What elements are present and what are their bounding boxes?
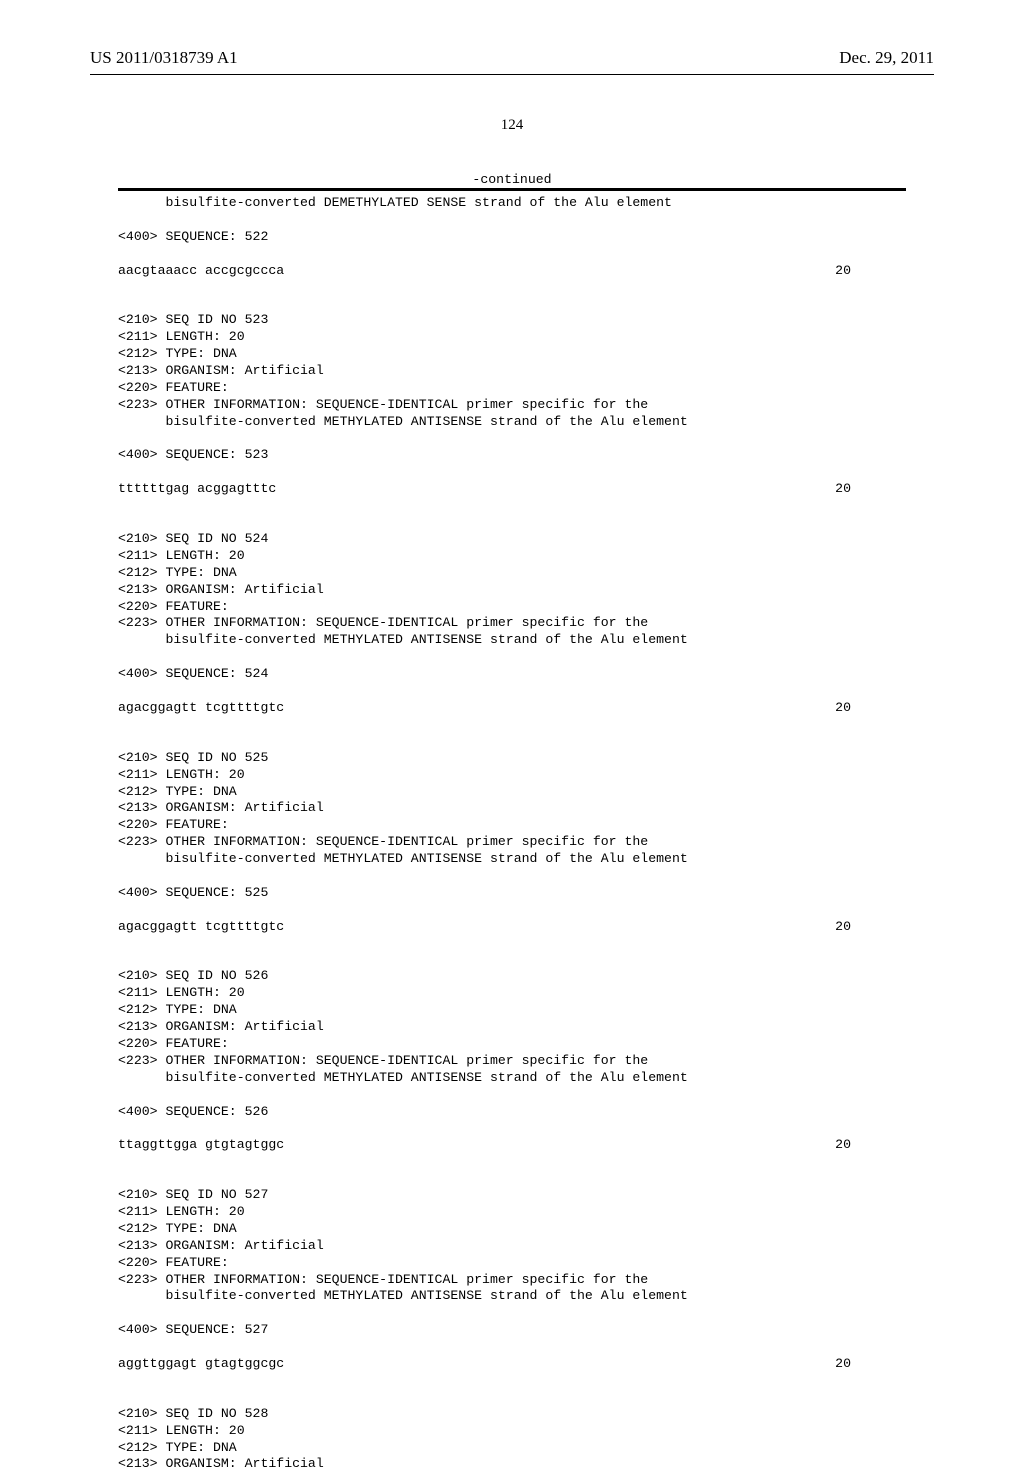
sequence-meta-line: bisulfite-converted DEMETHYLATED SENSE s…	[118, 195, 906, 212]
sequence-meta-line: <211> LENGTH: 20	[118, 548, 906, 565]
sequence-row: agacggagtt tcgttttgtc 20	[118, 919, 906, 936]
sequence-meta-line: <211> LENGTH: 20	[118, 329, 906, 346]
spacer	[118, 498, 906, 515]
sequence-length: 20	[835, 481, 906, 498]
sequence-meta-line: <213> ORGANISM: Artificial	[118, 1238, 906, 1255]
sequence-block: <210> SEQ ID NO 528<211> LENGTH: 20<212>…	[118, 1406, 906, 1473]
sequence-text: ttttttgag acggagtttc	[118, 481, 276, 498]
sequence-text: agacggagtt tcgttttgtc	[118, 700, 284, 717]
spacer	[118, 1373, 906, 1390]
sequence-meta-line: <210> SEQ ID NO 527	[118, 1187, 906, 1204]
sequence-meta-line: <212> TYPE: DNA	[118, 784, 906, 801]
sequence-block: <210> SEQ ID NO 525<211> LENGTH: 20<212>…	[118, 750, 906, 953]
sequence-meta-line: <400> SEQUENCE: 524	[118, 666, 906, 683]
sequence-length: 20	[835, 919, 906, 936]
sequence-meta-line: <212> TYPE: DNA	[118, 565, 906, 582]
sequence-meta-line: <223> OTHER INFORMATION: SEQUENCE-IDENTI…	[118, 397, 906, 414]
sequence-meta-line: <211> LENGTH: 20	[118, 985, 906, 1002]
sequence-meta-line: <210> SEQ ID NO 526	[118, 968, 906, 985]
spacer	[118, 1154, 906, 1171]
sequence-meta-line: <210> SEQ ID NO 528	[118, 1406, 906, 1423]
sequence-length: 20	[835, 700, 906, 717]
sequence-row: aggttggagt gtagtggcgc 20	[118, 1356, 906, 1373]
sequence-text: ttaggttgga gtgtagtggc	[118, 1137, 284, 1154]
sequence-meta-line: <400> SEQUENCE: 527	[118, 1322, 906, 1339]
sequence-row: agacggagtt tcgttttgtc 20	[118, 700, 906, 717]
sequence-listing: bisulfite-converted DEMETHYLATED SENSE s…	[118, 195, 906, 1473]
sequence-meta-line: bisulfite-converted METHYLATED ANTISENSE…	[118, 851, 906, 868]
sequence-meta-line	[118, 431, 906, 448]
sequence-meta-line: <213> ORGANISM: Artificial	[118, 1019, 906, 1036]
spacer	[118, 464, 906, 481]
sequence-meta-line: <223> OTHER INFORMATION: SEQUENCE-IDENTI…	[118, 1272, 906, 1289]
sequence-meta-line: <213> ORGANISM: Artificial	[118, 582, 906, 599]
patent-number: US 2011/0318739 A1	[90, 48, 238, 68]
sequence-block: <210> SEQ ID NO 524<211> LENGTH: 20<212>…	[118, 531, 906, 734]
sequence-block: <210> SEQ ID NO 523<211> LENGTH: 20<212>…	[118, 312, 906, 515]
patent-date: Dec. 29, 2011	[839, 48, 934, 68]
sequence-meta-line	[118, 868, 906, 885]
sequence-meta-line	[118, 212, 906, 229]
page-number: 124	[0, 117, 1024, 134]
sequence-meta-line: <211> LENGTH: 20	[118, 1423, 906, 1440]
header-rule	[90, 74, 934, 75]
spacer	[118, 902, 906, 919]
spacer	[118, 1339, 906, 1356]
sequence-meta-line: <223> OTHER INFORMATION: SEQUENCE-IDENTI…	[118, 615, 906, 632]
sequence-meta-line: <213> ORGANISM: Artificial	[118, 363, 906, 380]
spacer	[118, 717, 906, 734]
sequence-meta-line: <220> FEATURE:	[118, 1036, 906, 1053]
sequence-meta-line: <223> OTHER INFORMATION: SEQUENCE-IDENTI…	[118, 834, 906, 851]
sequence-text: agacggagtt tcgttttgtc	[118, 919, 284, 936]
sequence-text: aggttggagt gtagtggcgc	[118, 1356, 284, 1373]
sequence-meta-line: <212> TYPE: DNA	[118, 1002, 906, 1019]
sequence-meta-line: <212> TYPE: DNA	[118, 346, 906, 363]
sequence-meta-line: <220> FEATURE:	[118, 1255, 906, 1272]
section-rule	[118, 188, 906, 191]
sequence-meta-line: <400> SEQUENCE: 523	[118, 447, 906, 464]
sequence-meta-line: bisulfite-converted METHYLATED ANTISENSE…	[118, 414, 906, 431]
sequence-block: <210> SEQ ID NO 527<211> LENGTH: 20<212>…	[118, 1187, 906, 1390]
sequence-length: 20	[835, 1137, 906, 1154]
spacer	[118, 246, 906, 263]
sequence-text: aacgtaaacc accgcgccca	[118, 263, 284, 280]
spacer	[118, 1120, 906, 1137]
sequence-meta-line: <220> FEATURE:	[118, 380, 906, 397]
sequence-meta-line: <400> SEQUENCE: 526	[118, 1104, 906, 1121]
sequence-meta-line: <210> SEQ ID NO 524	[118, 531, 906, 548]
sequence-meta-line	[118, 1087, 906, 1104]
sequence-block: <210> SEQ ID NO 526<211> LENGTH: 20<212>…	[118, 968, 906, 1171]
sequence-meta-line: <212> TYPE: DNA	[118, 1440, 906, 1457]
sequence-meta-line: <212> TYPE: DNA	[118, 1221, 906, 1238]
page-header: US 2011/0318739 A1 Dec. 29, 2011	[0, 0, 1024, 74]
sequence-length: 20	[835, 1356, 906, 1373]
sequence-meta-line: <213> ORGANISM: Artificial	[118, 800, 906, 817]
sequence-meta-line: <223> OTHER INFORMATION: SEQUENCE-IDENTI…	[118, 1053, 906, 1070]
sequence-row: ttaggttgga gtgtagtggc 20	[118, 1137, 906, 1154]
sequence-meta-line: <210> SEQ ID NO 525	[118, 750, 906, 767]
sequence-meta-line: <220> FEATURE:	[118, 599, 906, 616]
sequence-meta-line: bisulfite-converted METHYLATED ANTISENSE…	[118, 632, 906, 649]
sequence-meta-line: bisulfite-converted METHYLATED ANTISENSE…	[118, 1288, 906, 1305]
sequence-meta-line: <220> FEATURE:	[118, 817, 906, 834]
sequence-meta-line: <210> SEQ ID NO 523	[118, 312, 906, 329]
sequence-meta-line: <211> LENGTH: 20	[118, 1204, 906, 1221]
sequence-row: aacgtaaacc accgcgccca 20	[118, 263, 906, 280]
continued-label: -continued	[0, 172, 1024, 187]
sequence-meta-line: <211> LENGTH: 20	[118, 767, 906, 784]
sequence-meta-line	[118, 649, 906, 666]
sequence-block: bisulfite-converted DEMETHYLATED SENSE s…	[118, 195, 906, 296]
sequence-row: ttttttgag acggagtttc 20	[118, 481, 906, 498]
spacer	[118, 936, 906, 953]
sequence-length: 20	[835, 263, 906, 280]
sequence-meta-line: bisulfite-converted METHYLATED ANTISENSE…	[118, 1070, 906, 1087]
spacer	[118, 683, 906, 700]
sequence-meta-line: <400> SEQUENCE: 522	[118, 229, 906, 246]
spacer	[118, 279, 906, 296]
sequence-meta-line: <213> ORGANISM: Artificial	[118, 1456, 906, 1473]
sequence-meta-line: <400> SEQUENCE: 525	[118, 885, 906, 902]
